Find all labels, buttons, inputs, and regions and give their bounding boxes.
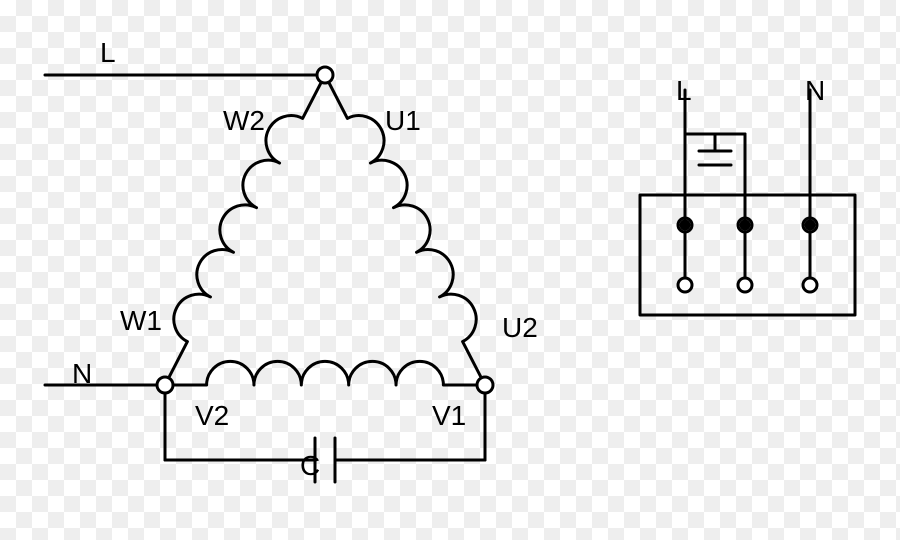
node-right	[477, 377, 493, 393]
label-N_main: N	[72, 358, 92, 389]
label-V1: V1	[432, 400, 466, 431]
label-W1: W1	[120, 305, 162, 336]
terminal-bot-0	[678, 278, 692, 292]
label-L_box: L	[676, 75, 692, 106]
dot-N	[806, 221, 814, 229]
winding-V	[165, 361, 485, 385]
circuit-diagram: L N W2 U1 W1 U2 V2 V1 C L N	[0, 0, 900, 540]
label-N_box: N	[805, 75, 825, 106]
label-C: C	[300, 450, 320, 481]
dot-mid	[741, 221, 749, 229]
label-V2: V2	[195, 400, 229, 431]
terminal-bot-2	[803, 278, 817, 292]
terminal-bot-1	[738, 278, 752, 292]
node-left	[157, 377, 173, 393]
node-apex	[317, 67, 333, 83]
label-W2: W2	[223, 105, 265, 136]
label-U2: U2	[502, 312, 538, 343]
label-U1: U1	[385, 105, 421, 136]
terminal-box	[640, 195, 855, 315]
label-L_main: L	[100, 37, 116, 68]
